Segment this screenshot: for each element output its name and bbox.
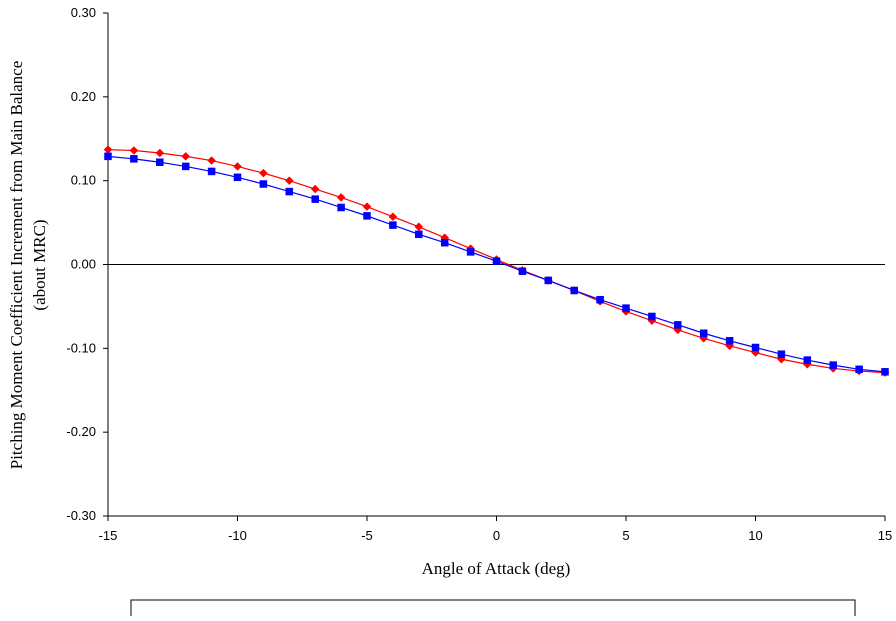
data-point — [518, 267, 527, 275]
data-point — [362, 202, 372, 212]
data-point — [648, 312, 656, 321]
y-tick-label: -0.10 — [66, 340, 96, 355]
data-point — [310, 184, 320, 194]
data-point — [596, 295, 604, 304]
y-tick-label: -0.30 — [66, 508, 96, 523]
data-point — [389, 221, 397, 229]
data-point — [207, 156, 216, 165]
data-point — [855, 365, 863, 374]
x-tick-label: -15 — [99, 528, 118, 543]
data-point — [829, 361, 837, 369]
data-point — [544, 276, 553, 285]
data-point — [363, 212, 371, 220]
series-2 — [104, 152, 889, 376]
data-point — [751, 343, 760, 352]
y-tick-label: 0.20 — [71, 89, 96, 104]
data-point — [207, 167, 216, 176]
data-point — [674, 321, 682, 329]
y-tick-label: 0.10 — [71, 173, 96, 188]
y-tick-label: 0.00 — [71, 257, 96, 272]
data-point — [130, 155, 138, 163]
x-tick-label: 0 — [493, 528, 500, 543]
x-tick-label: 15 — [878, 528, 892, 543]
x-tick-label: -10 — [228, 528, 247, 543]
data-point — [622, 304, 630, 312]
y-tick-label: 0.30 — [71, 5, 96, 20]
data-point — [104, 152, 112, 161]
data-point — [337, 203, 345, 212]
data-point — [259, 168, 268, 178]
data-point — [388, 212, 398, 222]
data-point — [803, 356, 812, 364]
y-axis-title-line-1: Pitching Moment Coefficient Increment fr… — [7, 61, 26, 470]
data-point — [233, 173, 242, 182]
data-point — [777, 350, 786, 358]
data-point — [284, 176, 294, 186]
legend: 2908, Unswept, AM Off2932, Swept, AM Off — [130, 599, 856, 621]
data-point — [155, 148, 165, 158]
legend-box — [130, 599, 856, 621]
data-point — [466, 248, 475, 256]
data-point — [415, 230, 423, 239]
x-tick-label: -5 — [361, 528, 373, 543]
data-point — [181, 162, 190, 171]
data-point — [570, 286, 578, 295]
data-point — [699, 329, 708, 337]
data-point — [156, 158, 164, 166]
x-tick-label: 10 — [748, 528, 762, 543]
data-point — [285, 187, 294, 196]
y-tick-label: -0.20 — [66, 424, 96, 439]
x-axis-title: Angle of Attack (deg) — [422, 559, 571, 578]
x-tick-label: 5 — [622, 528, 629, 543]
data-point — [311, 195, 319, 203]
data-point — [725, 337, 734, 345]
data-point — [440, 238, 449, 247]
data-point — [336, 193, 346, 202]
data-point — [181, 152, 191, 161]
data-point — [881, 368, 889, 376]
y-axis-title-line-2: (about MRC) — [30, 219, 49, 310]
data-point — [259, 180, 268, 188]
data-point — [233, 162, 242, 171]
data-point — [129, 146, 139, 155]
data-point — [492, 257, 501, 265]
